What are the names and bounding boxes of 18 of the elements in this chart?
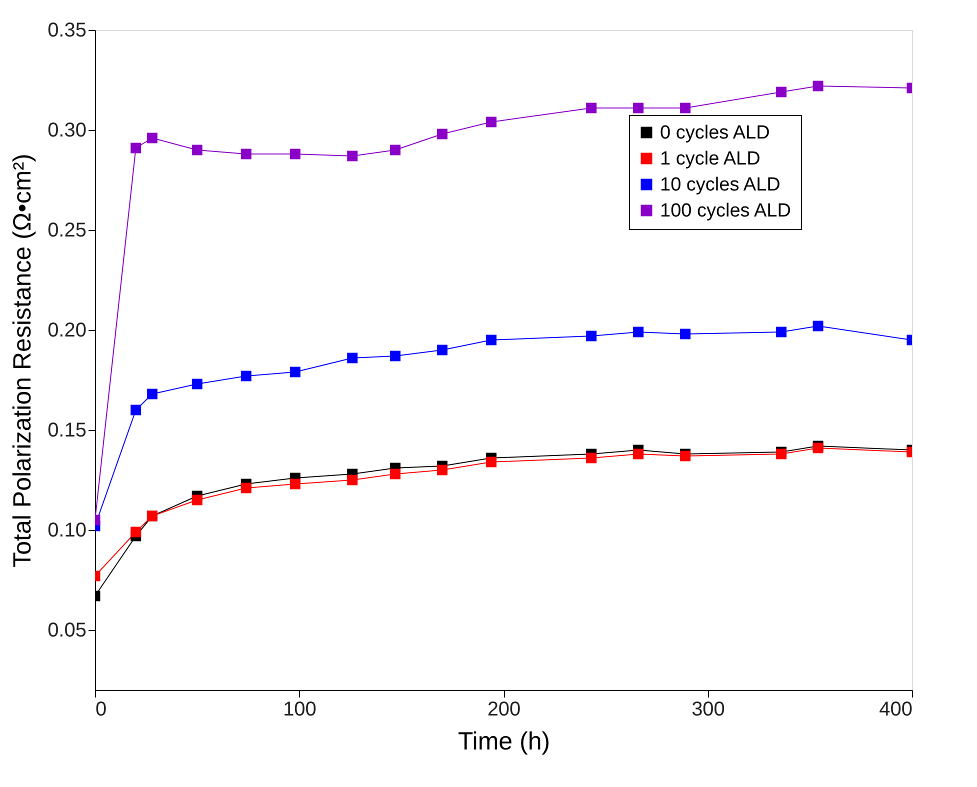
- x-tick-label: 300: [692, 698, 725, 720]
- y-axis-title: Total Polarization Resistance (Ω•cm²): [8, 154, 37, 568]
- legend-label: 100 cycles ALD: [660, 200, 791, 222]
- y-tick-label: 0.10: [48, 520, 86, 542]
- x-tick-label: 0: [96, 698, 107, 720]
- x-tick-label: 400: [879, 698, 912, 720]
- x-tick-label: 200: [487, 698, 521, 720]
- y-tick-label: 0.25: [48, 220, 86, 242]
- y-tick-label: 0.05: [48, 620, 86, 642]
- x-axis-title: Time (h): [458, 728, 550, 756]
- y-tick-label: 0.35: [48, 20, 86, 42]
- y-tick-label: 0.20: [48, 320, 86, 342]
- y-tick-label: 0.15: [48, 420, 86, 442]
- y-tick-label: 0.30: [48, 120, 86, 142]
- legend-label: 0 cycles ALD: [660, 122, 770, 144]
- legend-label: 10 cycles ALD: [660, 174, 780, 196]
- x-tick-label: 100: [283, 698, 316, 720]
- legend-label: 1 cycle ALD: [660, 148, 760, 170]
